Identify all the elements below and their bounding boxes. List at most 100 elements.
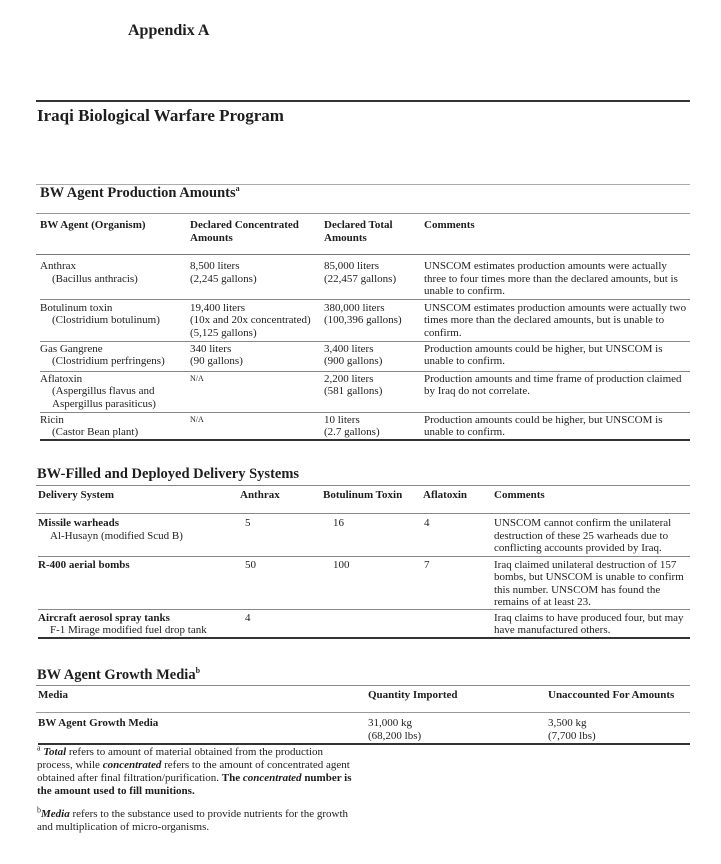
footnote-mark: a xyxy=(235,184,240,194)
organism: (Bacillus anthracis) xyxy=(52,272,138,285)
footnote-b: bMedia refers to the substance used to p… xyxy=(37,805,357,834)
footnote-mark: b xyxy=(37,805,41,815)
table-row: R-400 aerial bombs 50 100 7 Iraq claimed… xyxy=(38,556,690,609)
comments: UNSCOM estimates production amounts were… xyxy=(424,260,678,297)
header-agent: BW Agent (Organism) xyxy=(40,219,146,231)
divider xyxy=(36,213,690,214)
header-quantity-imported: Quantity Imported xyxy=(368,689,458,701)
total-amount: (581 gallons) xyxy=(324,385,383,397)
media-name: BW Agent Growth Media xyxy=(38,717,159,729)
anthrax-count: 50 xyxy=(245,558,256,571)
header-delivery-system: Delivery System xyxy=(38,489,115,501)
table-row: BW Agent Growth Media 31,000 kg (68,200 l… xyxy=(38,717,690,744)
table-row: Aflatoxin (Aspergillus flavus and Aspergi… xyxy=(40,371,690,412)
divider xyxy=(36,485,690,486)
media-table-header: Media Quantity Imported Unaccounted For … xyxy=(38,689,690,702)
appendix-title: Appendix A xyxy=(128,22,210,39)
production-table: BW Agent (Organism) Declared Concentrate… xyxy=(40,219,690,254)
table-row: Anthrax (Bacillus anthracis) 8,500 liters… xyxy=(40,260,690,299)
table-row: Ricin (Castor Bean plant) N/A 10 liters (2… xyxy=(40,412,690,440)
comments: UNSCOM cannot confirm the unilateral des… xyxy=(494,517,672,554)
total-amount: (2.7 gallons) xyxy=(324,426,380,438)
comments: Iraq claims to have produced four, but m… xyxy=(494,611,684,637)
divider xyxy=(36,712,690,713)
divider xyxy=(36,513,690,514)
agent-name: Ricin xyxy=(40,413,64,426)
quantity-imported: (68,200 lbs) xyxy=(368,729,422,742)
table-header-row: Delivery System Anthrax Botulinum Toxin … xyxy=(38,489,690,502)
divider xyxy=(36,254,690,255)
table-row: Botulinum toxin (Clostridium botulinum) 1… xyxy=(40,299,690,341)
agent-name: Anthrax xyxy=(40,260,77,272)
header-comments: Comments xyxy=(424,219,475,231)
delivery-table-header: Delivery System Anthrax Botulinum Toxin … xyxy=(38,489,690,502)
anthrax-count: 5 xyxy=(245,517,251,529)
agent-name: Aflatoxin xyxy=(40,372,83,385)
aflatoxin-count xyxy=(424,609,494,638)
header-concentrated: Declared Concentrated Amounts xyxy=(190,219,299,244)
total-amount: 85,000 liters xyxy=(324,260,379,272)
table-row: Aircraft aerosol spray tanks F-1 Mirage m… xyxy=(38,609,690,638)
footnote-a: a Total refers to amount of material obt… xyxy=(37,743,357,798)
concentrated-amount: (2,245 gallons) xyxy=(190,272,257,285)
header-media: Media xyxy=(38,689,68,701)
media-title: BW Agent Growth Mediab xyxy=(37,667,200,684)
comments: Production amounts could be higher, but … xyxy=(424,342,663,368)
table-header-row: Media Quantity Imported Unaccounted For … xyxy=(38,689,690,702)
footnote-mark: b xyxy=(195,666,201,676)
footnote-term: concentrated xyxy=(102,759,162,771)
organism: (Clostridium botulinum) xyxy=(52,314,160,326)
unaccounted-amount: (7,700 lbs) xyxy=(548,729,596,742)
total-amount: (100,396 gallons) xyxy=(324,314,402,326)
agent-name: Gas Gangrene xyxy=(40,342,103,355)
concentrated-amount: (5,125 gallons) xyxy=(190,326,257,339)
header-unaccounted: Unaccounted For Amounts xyxy=(548,689,675,701)
total-amount: 380,000 liters xyxy=(324,301,385,314)
footnote-term: Total xyxy=(43,746,67,758)
page-title: Iraqi Biological Warfare Program xyxy=(37,106,284,125)
unaccounted-amount: 3,500 kg xyxy=(548,717,587,729)
delivery-title: BW-Filled and Deployed Delivery Systems xyxy=(37,466,300,482)
aflatoxin-count: 4 xyxy=(424,517,430,529)
total-amount: 10 liters xyxy=(324,413,360,426)
divider xyxy=(36,184,690,185)
header-comments: Comments xyxy=(494,489,545,501)
concentrated-amount: (10x and 20x concentrated) xyxy=(190,314,311,326)
footnote-mark: a xyxy=(37,743,41,753)
agent-name: Botulinum toxin xyxy=(40,301,113,314)
concentrated-amount: 340 liters xyxy=(190,342,232,355)
system-name: R-400 aerial bombs xyxy=(38,558,130,571)
total-amount: 3,400 liters xyxy=(324,342,374,355)
botulinum-count: 16 xyxy=(333,517,344,529)
organism: (Clostridium perfringens) xyxy=(52,355,165,367)
system-detail: F-1 Mirage modified fuel drop tank xyxy=(50,624,207,636)
anthrax-count: 4 xyxy=(245,611,251,624)
system-detail: Al-Husayn (modified Scud B) xyxy=(50,529,183,542)
media-title-text: BW Agent Growth Media xyxy=(37,667,196,683)
header-total: Declared Total Amounts xyxy=(324,219,393,244)
header-aflatoxin: Aflatoxin xyxy=(423,489,467,501)
production-title: BW Agent Production Amountsa xyxy=(40,185,240,202)
footnote-term: Media xyxy=(41,808,70,820)
comments: Production amounts could be higher, but … xyxy=(424,413,663,439)
total-amount: (22,457 gallons) xyxy=(324,272,397,285)
botulinum-count xyxy=(333,609,424,638)
concentrated-amount: N/A xyxy=(190,414,204,424)
concentrated-amount: (90 gallons) xyxy=(190,355,243,367)
concentrated-amount: N/A xyxy=(190,373,204,383)
footnote-text: The xyxy=(221,772,243,784)
botulinum-count: 100 xyxy=(333,558,350,571)
system-name: Aircraft aerosol spray tanks xyxy=(38,611,170,624)
organism: (Castor Bean plant) xyxy=(52,426,139,438)
comments: UNSCOM estimates production amounts were… xyxy=(424,301,687,339)
organism: (Aspergillus flavus and Aspergillus para… xyxy=(52,385,156,410)
divider xyxy=(36,100,690,102)
delivery-table: Missile warheads Al-Husayn (modified Scud… xyxy=(38,517,690,639)
total-amount: 2,200 liters xyxy=(324,372,374,385)
aflatoxin-count: 7 xyxy=(424,558,430,571)
production-table-body: Anthrax (Bacillus anthracis) 8,500 liters… xyxy=(40,260,690,441)
production-title-text: BW Agent Production Amounts xyxy=(40,185,236,201)
footnote-text: refers to the amount of concentrated age… xyxy=(37,759,350,784)
footnote-text: refers to the substance used to provide … xyxy=(37,808,349,833)
header-botulinum: Botulinum Toxin xyxy=(323,489,403,501)
